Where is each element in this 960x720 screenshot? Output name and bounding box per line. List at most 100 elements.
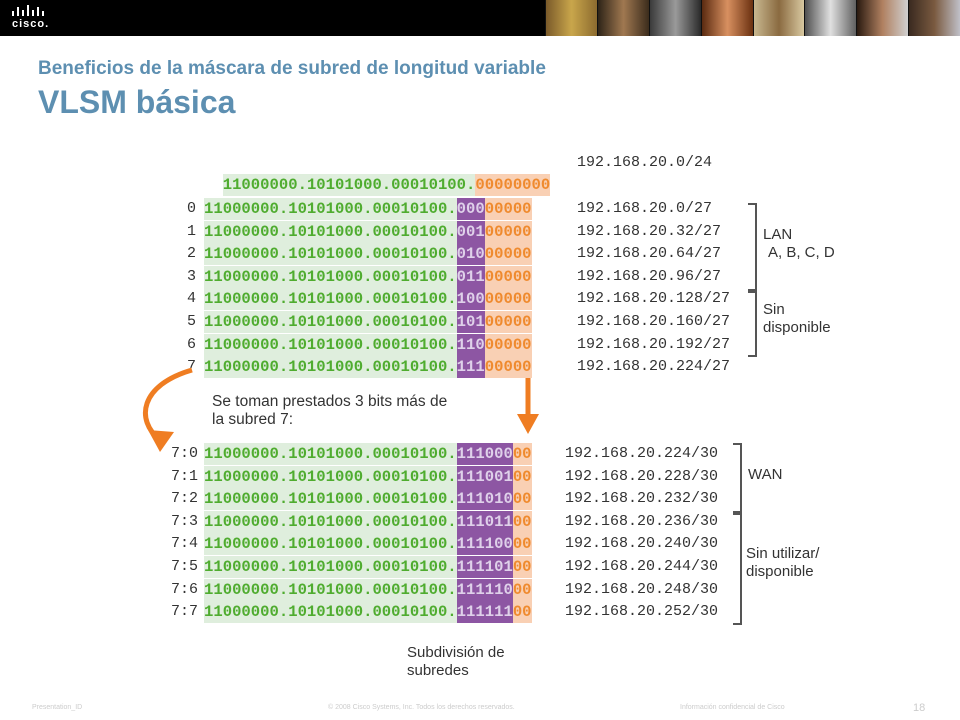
network-bits: 11000000.10101000.00010100.: [204, 356, 457, 379]
network-bits: 11000000.10101000.00010100.: [204, 601, 457, 624]
subnet-address: 192.168.20.248/30: [565, 580, 719, 598]
host-bits: 00: [512, 510, 532, 533]
network-bits: 11000000.10101000.00010100.: [204, 198, 457, 220]
lan-bracket: [748, 203, 757, 291]
unavailable-label: Sin disponible: [763, 301, 831, 337]
subnet-bits: 010: [456, 243, 485, 266]
row-index: 3: [186, 267, 196, 285]
row-index: 7:4: [170, 535, 198, 553]
unused-bracket: [733, 513, 742, 625]
subnet-address: 192.168.20.224/27: [577, 358, 731, 376]
binary-row: 11000000.10101000.00010100.10100000: [204, 311, 532, 333]
footer-presentation-id: Presentation_ID: [32, 704, 83, 711]
base-address: 192.168.20.0/24: [577, 154, 713, 171]
cisco-logo-icon: [12, 5, 44, 16]
row-index: 4: [186, 290, 196, 308]
row-index: 7:1: [170, 467, 198, 485]
subnet-address: 192.168.20.32/27: [577, 222, 722, 240]
network-bits: 11000000.10101000.00010100.: [204, 243, 457, 266]
host-bits: 00000: [484, 288, 532, 311]
slide-title: VLSM básica: [38, 84, 236, 120]
lan-label: LAN A, B, C, D: [763, 226, 835, 262]
subnet-address: 192.168.20.160/27: [577, 313, 731, 330]
slide-subtitle: Beneficios de la máscara de subred de lo…: [38, 58, 546, 79]
subnet-bits: 111101: [456, 556, 513, 578]
host-bits: 00000: [484, 198, 532, 220]
network-bits: 11000000.10101000.00010100.: [204, 265, 457, 288]
host-bits: 00: [512, 465, 532, 488]
borrow-note-line1: Se toman prestados 3 bits más de: [212, 393, 448, 410]
unavailable-label-line1: Sin: [763, 301, 785, 318]
unavailable-bracket: [748, 291, 757, 357]
lan-label-line2: A, B, C, D: [768, 244, 835, 261]
down-arrow-icon: [517, 378, 539, 434]
host-bits: 00000: [484, 311, 532, 333]
subnet-address: 192.168.20.252/30: [565, 603, 719, 621]
binary-row: 11000000.10101000.00010100.00100000: [204, 220, 532, 243]
network-bits: 11000000.10101000.00010100.: [204, 443, 457, 465]
unused-label-line2: disponible: [746, 563, 814, 580]
base-network-row: 11000000.10101000.00010100.00000000: [204, 152, 551, 196]
caption-line2: subredes: [407, 662, 469, 679]
subnet-address: 192.168.20.96/27: [577, 267, 722, 285]
binary-row: 11000000.10101000.00010100.10000000: [204, 288, 532, 311]
subnet-bits: 111100: [456, 533, 513, 556]
page-number: 18: [913, 702, 926, 714]
network-bits: 11000000.10101000.00010100.: [204, 533, 457, 556]
wan-label: WAN: [748, 466, 783, 483]
top-banner: cisco.: [0, 0, 960, 36]
binary-row: 11000000.10101000.00010100.00000000: [204, 198, 532, 220]
subnet-bits: 111111: [456, 601, 513, 624]
binary-row: 11000000.10101000.00010100.11100000: [204, 356, 532, 379]
subnet-address: 192.168.20.236/30: [565, 512, 719, 530]
row-index: 7:6: [170, 580, 198, 598]
network-bits: 11000000.10101000.00010100.: [204, 288, 457, 311]
subnet-address: 192.168.20.244/30: [565, 558, 719, 575]
subnet-bits: 101: [456, 311, 485, 333]
row-index: 0: [186, 200, 196, 217]
curved-arrow-icon: [143, 367, 193, 452]
network-bits: 11000000.10101000.00010100.: [204, 311, 457, 333]
network-bits: 11000000.10101000.00010100.: [222, 174, 476, 196]
binary-row: 11000000.10101000.00010100.11110100: [204, 556, 532, 578]
row-index: 7:0: [170, 445, 198, 462]
unused-label-line1: Sin utilizar/: [746, 545, 820, 562]
host-bits: 00: [512, 578, 532, 601]
subnet-bits: 111000: [456, 443, 513, 465]
subnet-bits: 001: [456, 220, 485, 243]
header-photo: [856, 0, 909, 36]
host-bits: 00: [512, 443, 532, 465]
subnet-address: 192.168.20.232/30: [565, 490, 719, 508]
unused-label: Sin utilizar/ disponible: [746, 545, 819, 581]
subnet-address: 192.168.20.192/27: [577, 335, 731, 353]
footer-copyright: © 2008 Cisco Systems, Inc. Todos los der…: [328, 704, 515, 711]
binary-row: 11000000.10101000.00010100.11111000: [204, 578, 532, 601]
binary-row: 11000000.10101000.00010100.11000000: [204, 333, 532, 356]
header-photo: [752, 0, 805, 36]
header-photo: [648, 0, 701, 36]
header-photo: [545, 0, 597, 36]
host-bits: 00: [512, 601, 532, 624]
subnet-address: 192.168.20.224/30: [565, 445, 719, 462]
row-index: 5: [186, 313, 196, 330]
row-index: 7: [186, 358, 196, 376]
subnet-bits: 111: [456, 356, 485, 379]
borrow-note-line2: la subred 7:: [212, 411, 293, 428]
subnet-bits: 011: [456, 265, 485, 288]
binary-row: 11000000.10101000.00010100.01000000: [204, 243, 532, 266]
header-photo: [596, 0, 649, 36]
host-bits: 00000: [484, 265, 532, 288]
subnet-bits: 100: [456, 288, 485, 311]
network-bits: 11000000.10101000.00010100.: [204, 556, 457, 578]
host-bits: 00000: [484, 243, 532, 266]
host-bits: 00: [512, 556, 532, 578]
row-index: 7:7: [170, 603, 198, 621]
network-bits: 11000000.10101000.00010100.: [204, 333, 457, 356]
row-index: 7:2: [170, 490, 198, 508]
caption-line1: Subdivisión de: [407, 644, 505, 661]
subnet-bits: 111110: [456, 578, 513, 601]
host-bits: 00: [512, 488, 532, 511]
unavailable-label-line2: disponible: [763, 319, 831, 336]
footer-confidential: Información confidencial de Cisco: [680, 704, 785, 711]
row-index: 6: [186, 335, 196, 353]
